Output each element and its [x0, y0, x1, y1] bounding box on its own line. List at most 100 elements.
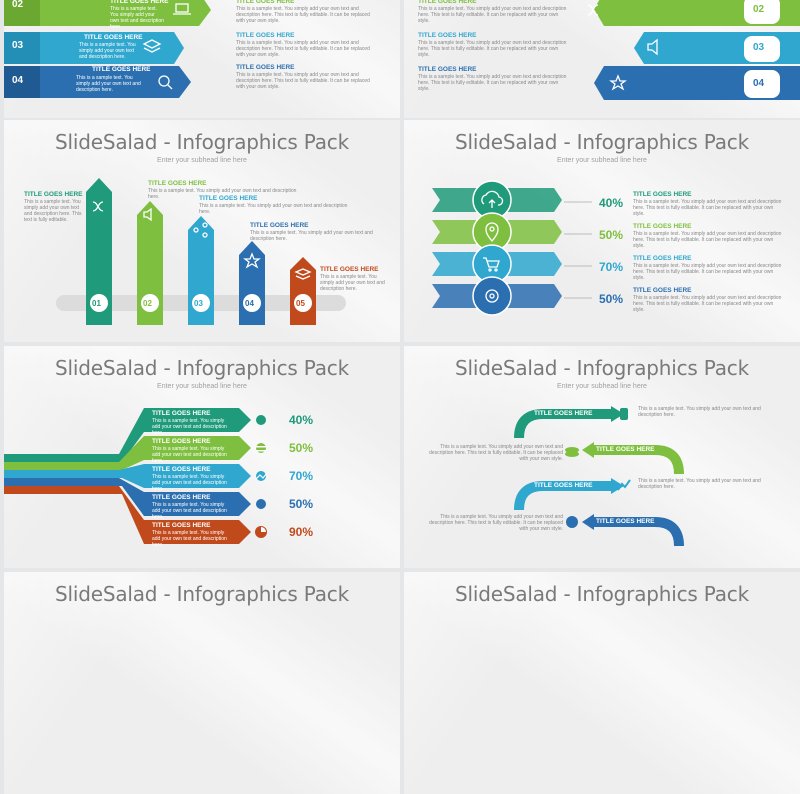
funnel-body: This is a sample text. You simply add yo…	[152, 530, 227, 548]
speaker-icon	[143, 207, 152, 222]
number-04: 04	[753, 78, 765, 89]
item-body: This is a sample text. You simply add yo…	[236, 40, 370, 58]
item-title: TITLE GOES HERE	[320, 266, 379, 273]
item-body: This is a sample text. You simply add yo…	[418, 40, 567, 58]
funnel-title: TITLE GOES HERE	[152, 438, 211, 445]
slide-title: SlideSalad - Infographics Pack	[55, 356, 349, 380]
funnel-title: TITLE GOES HERE	[152, 410, 211, 417]
ribbon-body: This is a sample text. You simply add yo…	[110, 6, 164, 30]
item-title: TITLE GOES HERE	[633, 223, 692, 230]
item-title: TITLE GOES HERE	[418, 32, 477, 39]
item-title: TITLE GOES HERE	[418, 0, 477, 5]
slide-thumbnail-4[interactable]: SlideSalad - Infographics Pack Enter you…	[404, 120, 800, 342]
item-body: This is a sample text. You simply add yo…	[633, 231, 782, 249]
number-03: 03	[753, 42, 765, 53]
number-04: 04	[245, 299, 254, 308]
item-body: This is a sample text. You simply add yo…	[638, 478, 761, 490]
item-body: This is a sample text. You simply add yo…	[429, 444, 563, 462]
ribbon-title: TITLE GOES HERE	[84, 34, 143, 41]
slide-subhead: Enter your subhead line here	[557, 383, 647, 390]
search-icon	[158, 75, 170, 87]
ribbon-03	[4, 32, 184, 64]
shuffle-icon	[587, 4, 599, 16]
arrow-bars-chart	[56, 178, 346, 325]
cylinder-stack	[432, 180, 592, 316]
funnel-arrows	[4, 408, 268, 544]
item-title: TITLE GOES HERE	[633, 191, 692, 198]
slide-thumbnail-3[interactable]: SlideSalad - Infographics Pack Enter you…	[4, 120, 400, 342]
item-title: TITLE GOES HERE	[24, 191, 83, 198]
funnel-title: TITLE GOES HERE	[152, 494, 211, 501]
funnel-body: This is a sample text. You simply add yo…	[152, 418, 227, 436]
slide-thumbnail-6[interactable]: SlideSalad - Infographics Pack Enter you…	[404, 346, 800, 568]
ribbon-title: TITLE GOES HERE	[92, 66, 151, 73]
search-icon	[167, 84, 173, 90]
slide-title: SlideSalad - Infographics Pack	[455, 582, 749, 606]
number-02: 02	[753, 4, 765, 15]
number-02: 02	[12, 0, 24, 10]
number-01: 01	[92, 299, 101, 308]
location-pin-icon	[485, 222, 499, 242]
percent-value: 50%	[289, 497, 314, 511]
item-body: This is a sample text. You simply add yo…	[24, 199, 82, 223]
gear-icon	[485, 289, 499, 303]
ribbon-body: This is a sample text. You simply add yo…	[79, 42, 136, 60]
funnel-title: TITLE GOES HERE	[152, 522, 211, 529]
slide-thumbnail-5[interactable]: SlideSalad - Infographics Pack Enter you…	[4, 346, 400, 568]
funnel-body: This is a sample text. You simply add yo…	[152, 446, 227, 464]
ribbon-graphics	[4, 0, 211, 98]
slide-title: SlideSalad - Infographics Pack	[55, 130, 349, 154]
item-body: This is a sample text. You simply add yo…	[633, 263, 782, 281]
percent-value: 50%	[599, 228, 624, 242]
laptop-icon	[175, 3, 189, 13]
ribbon-title: TITLE GOES HERE	[110, 0, 169, 5]
item-body: This is a sample text. You simply add yo…	[320, 274, 385, 292]
cloud-upload-icon	[481, 190, 504, 206]
funnel-body: This is a sample text. You simply add yo…	[152, 502, 227, 520]
arrow-bar-05	[290, 257, 316, 325]
item-body: This is a sample text. You simply add yo…	[250, 230, 373, 242]
number-03: 03	[12, 40, 24, 51]
layers-icon	[142, 39, 162, 53]
percent-value: 40%	[289, 413, 314, 427]
item-body: This is a sample text. You simply add yo…	[633, 295, 782, 313]
percent-value: 90%	[289, 525, 314, 539]
slide-thumbnail-8[interactable]: SlideSalad - Infographics Pack	[404, 572, 800, 794]
icons-layer	[587, 4, 658, 91]
ribbon-02	[4, 0, 211, 26]
item-body: This is a sample text. You simply add yo…	[236, 6, 370, 24]
item-title: TITLE GOES HERE	[199, 195, 258, 202]
percent-value: 50%	[599, 292, 624, 306]
slide-thumbnail-2[interactable]: 02 03 04 TITLE GOES HERE This is a sampl…	[404, 0, 800, 118]
ribbon-graphics	[594, 0, 800, 100]
star-icon	[243, 252, 261, 269]
arrow-title: TITLE GOES HERE	[596, 518, 655, 525]
item-title: TITLE GOES HERE	[418, 66, 477, 73]
slide-title: SlideSalad - Infographics Pack	[455, 130, 749, 154]
slide-subhead: Enter your subhead line here	[157, 383, 247, 390]
icons-layer	[142, 3, 191, 90]
item-title: TITLE GOES HERE	[148, 180, 207, 187]
percent-value: 40%	[599, 196, 624, 210]
item-body: This is a sample text. You simply add yo…	[429, 514, 563, 532]
ribbon-body: This is a sample text. You simply add yo…	[76, 75, 141, 93]
item-body: This is a sample text. You simply add yo…	[638, 406, 761, 418]
item-title: TITLE GOES HERE	[633, 287, 692, 294]
number-03: 03	[194, 299, 203, 308]
percent-value: 50%	[289, 441, 314, 455]
slide-subhead: Enter your subhead line here	[557, 157, 647, 164]
item-title: TITLE GOES HERE	[236, 0, 295, 5]
funnel-body: This is a sample text. You simply add yo…	[152, 474, 227, 492]
cart-icon	[483, 257, 500, 268]
item-body: This is a sample text. You simply add yo…	[418, 74, 567, 92]
slide-thumbnail-1[interactable]: 02 03 04 TITLE GOES HERE This is a sampl…	[4, 0, 400, 118]
curved-arrows	[514, 406, 684, 547]
slide-title: SlideSalad - Infographics Pack	[455, 356, 749, 380]
item-title: TITLE GOES HERE	[236, 64, 295, 71]
item-title: TITLE GOES HERE	[250, 222, 309, 229]
ribbon-04	[4, 66, 191, 98]
slide-thumbnail-7[interactable]: SlideSalad - Infographics Pack	[4, 572, 400, 794]
item-title: TITLE GOES HERE	[236, 32, 295, 39]
item-body: This is a sample text. You simply add yo…	[199, 203, 348, 215]
arrow-title: TITLE GOES HERE	[596, 446, 655, 453]
